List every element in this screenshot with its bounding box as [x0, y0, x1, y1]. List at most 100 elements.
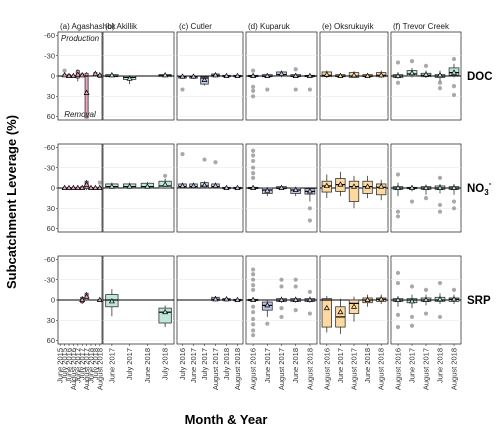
- box-iqr: [84, 72, 89, 119]
- facet-panel: [390, 31, 462, 121]
- mean-marker: [87, 184, 95, 190]
- facet-panel: [319, 255, 389, 345]
- outlier-point: [409, 284, 415, 289]
- x-tick-label: July 2018: [161, 348, 170, 380]
- box-mark: [158, 305, 172, 328]
- box-mark: [448, 183, 460, 211]
- mean-marker: [190, 73, 197, 79]
- box-mark: [362, 175, 373, 199]
- box-mark: [406, 59, 418, 78]
- box-mark: [211, 160, 220, 189]
- box-mark: [178, 73, 187, 92]
- y-axis: -60 -30 0 30 60 -60 -30 0 30 60 -60 -30 0 30 60: [44, 31, 58, 345]
- facet-strip-label: (e) Oksrukuyik: [322, 22, 375, 31]
- x-tick-label: June 2017: [336, 348, 345, 383]
- outlier-point: [265, 321, 270, 326]
- mean-marker: [394, 296, 402, 302]
- mean-marker: [292, 72, 299, 78]
- mean-marker: [250, 72, 257, 78]
- outlier-point: [409, 314, 415, 320]
- outlier-point: [395, 280, 401, 286]
- mean-marker: [323, 71, 330, 77]
- mean-marker: [364, 296, 371, 302]
- box-mark: [158, 72, 172, 78]
- box-mark: [222, 72, 231, 78]
- row-labels: DOC NO3- SRP: [467, 71, 493, 307]
- box-mark: [61, 184, 68, 190]
- x-tick-label: June 2018: [291, 348, 300, 383]
- facet-panel: [102, 31, 175, 121]
- box-mark: [420, 184, 432, 201]
- mean-marker: [108, 72, 115, 78]
- mean-marker: [450, 184, 458, 190]
- box-mark: [61, 68, 68, 78]
- outlier-point: [437, 80, 443, 85]
- y-tick-label: 0: [51, 184, 55, 193]
- outlier-point: [251, 333, 256, 338]
- facet-panel: [176, 255, 244, 345]
- x-tick-label: June 2018: [363, 348, 372, 383]
- mean-marker: [144, 183, 151, 189]
- facet-panel: [57, 255, 103, 345]
- box-mark: [233, 72, 242, 78]
- facet-panel: [245, 143, 318, 233]
- mean-marker: [306, 296, 313, 302]
- mean-marker: [74, 71, 81, 77]
- mean-marker: [337, 72, 344, 78]
- mean-marker: [278, 70, 285, 76]
- outlier-point: [293, 284, 298, 289]
- outlier-point: [307, 311, 312, 316]
- box-mark: [392, 270, 404, 330]
- y-tick-label: 30: [47, 92, 55, 101]
- box-mark: [92, 184, 99, 190]
- mean-marker: [190, 182, 197, 188]
- outlier-point: [307, 218, 312, 223]
- box-mark: [348, 71, 360, 79]
- box-mark: [392, 172, 404, 219]
- x-tick-label: August 2016: [69, 348, 78, 390]
- mean-marker: [394, 184, 402, 190]
- box-mark: [321, 70, 332, 79]
- facet-panel: [57, 31, 103, 121]
- outlier-point: [293, 87, 298, 92]
- mean-marker: [394, 72, 402, 78]
- mean-marker: [436, 184, 444, 190]
- outlier-point: [451, 92, 457, 98]
- mean-marker: [250, 184, 257, 190]
- outlier-point: [437, 175, 443, 180]
- outlier-point: [395, 172, 401, 177]
- box-mark: [65, 184, 73, 190]
- outlier-point: [451, 206, 457, 211]
- box-mark: [83, 291, 90, 301]
- mean-marker: [201, 76, 208, 83]
- outlier-point: [451, 287, 457, 292]
- box-mark: [222, 296, 231, 302]
- x-tick-label: August 2018: [95, 348, 104, 390]
- outlier-point: [251, 277, 256, 282]
- box-mark: [290, 277, 302, 313]
- y-tick-label: 60: [47, 112, 55, 121]
- mean-marker: [74, 184, 81, 190]
- y-tick-label: -30: [44, 51, 55, 60]
- row-label-superscript: -: [489, 179, 492, 188]
- mean-marker: [126, 183, 133, 189]
- y-axis-title: Subcatchment Leverage (%): [4, 115, 19, 289]
- outlier-point: [409, 323, 415, 328]
- box-mark: [79, 295, 86, 305]
- outlier-point: [307, 289, 312, 294]
- box-mark: [290, 67, 302, 92]
- outlier-point: [251, 287, 256, 292]
- box-mark: [261, 187, 273, 197]
- outlier-point: [423, 287, 429, 292]
- mean-marker: [83, 89, 90, 95]
- mean-marker: [350, 183, 358, 189]
- outlier-point: [279, 314, 284, 320]
- box-mark: [233, 296, 242, 302]
- outlier-point: [279, 277, 284, 282]
- mean-marker: [306, 72, 313, 78]
- facet-panel: [57, 143, 103, 233]
- outlier-point: [409, 59, 415, 64]
- outlier-point: [265, 87, 270, 92]
- x-tick-label: June 2016: [65, 348, 74, 383]
